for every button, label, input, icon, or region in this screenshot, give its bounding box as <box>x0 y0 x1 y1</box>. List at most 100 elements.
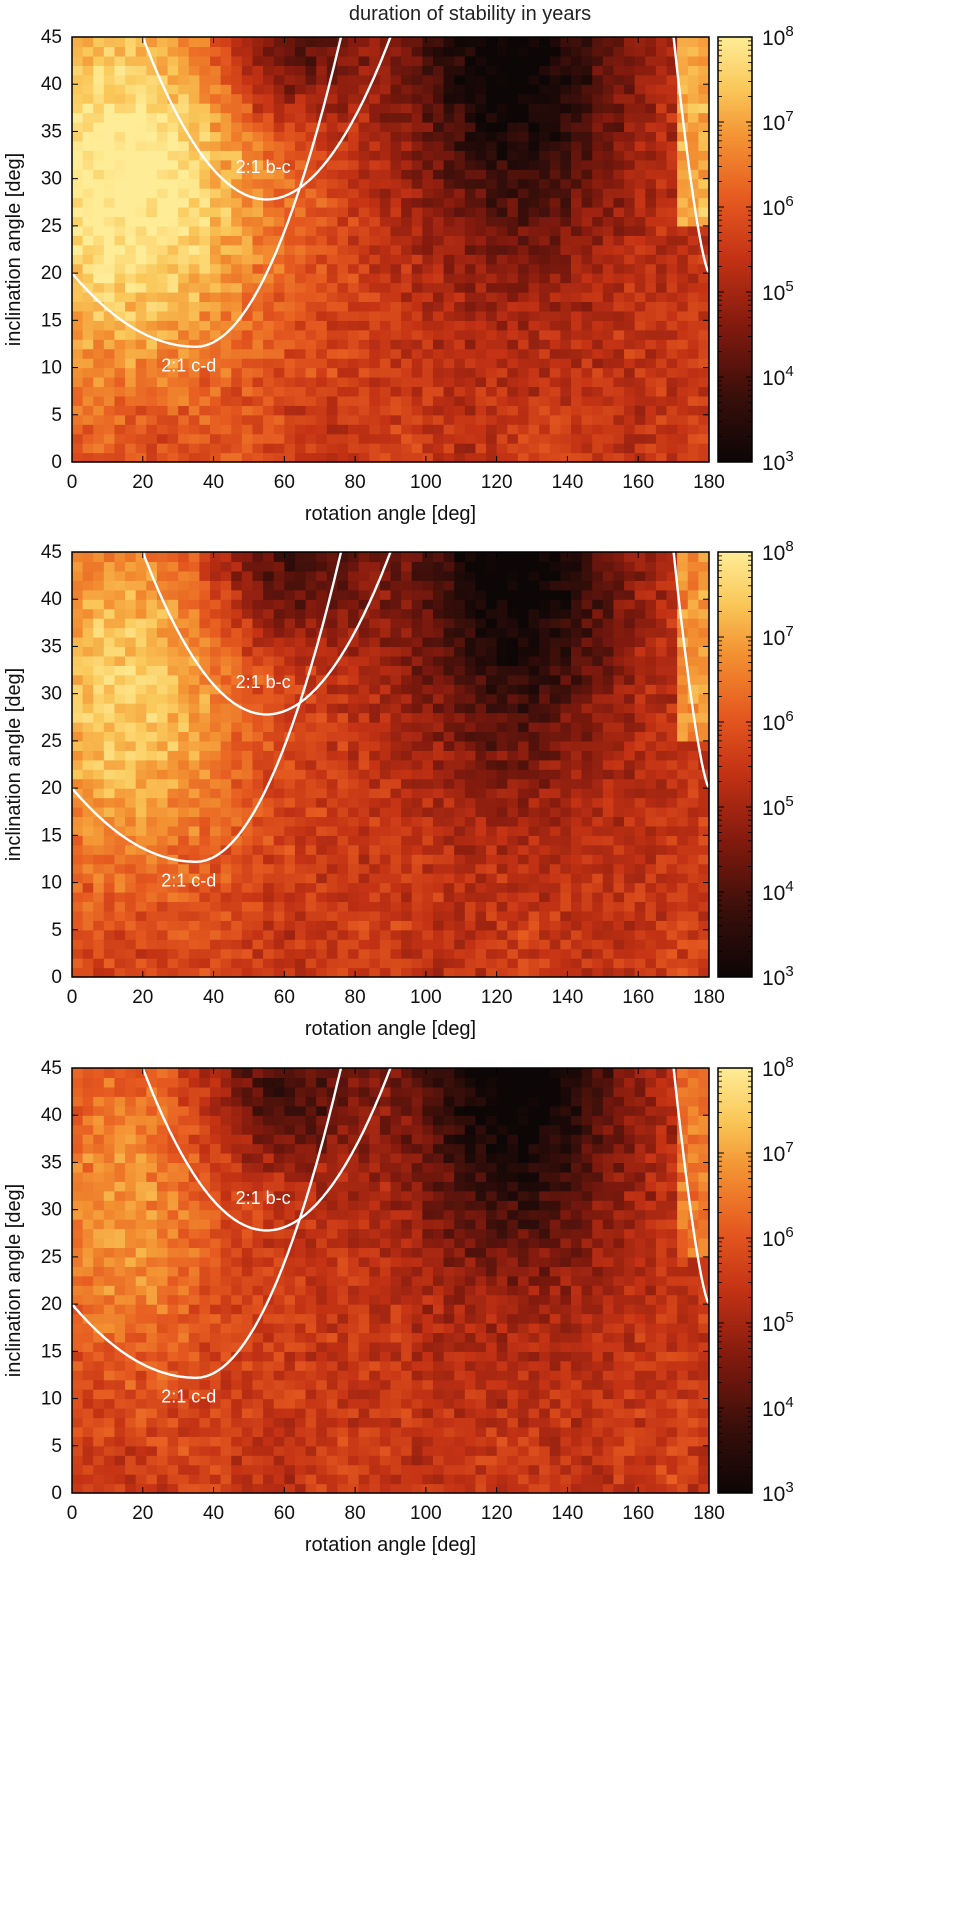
heatmap-cell <box>687 433 699 444</box>
heatmap-cell <box>422 797 434 808</box>
heatmap-cell <box>93 769 105 780</box>
heatmap-cell <box>167 329 179 340</box>
heatmap-cell <box>517 339 530 350</box>
heatmap-cell <box>496 797 508 808</box>
heatmap-cell <box>103 443 116 454</box>
heatmap-cell <box>369 589 381 600</box>
heatmap-cell <box>263 131 275 142</box>
heatmap-cell <box>316 197 328 208</box>
heatmap-cell <box>432 778 445 789</box>
heatmap-cell <box>146 273 158 284</box>
heatmap-cell <box>220 235 232 246</box>
heatmap-cell <box>507 778 519 789</box>
heatmap-cell <box>273 103 285 114</box>
heatmap-cell <box>125 112 137 123</box>
heatmap-cell <box>252 759 264 770</box>
heatmap-cell <box>422 920 434 931</box>
heatmap-cell <box>645 169 657 180</box>
heatmap-cell <box>146 703 158 714</box>
heatmap-cell <box>72 778 84 789</box>
colorbar-tick-label: 108 <box>762 23 794 50</box>
heatmap-cell <box>454 854 466 865</box>
heatmap-cell <box>528 618 540 629</box>
heatmap-cell <box>273 273 285 284</box>
heatmap-cell <box>188 131 200 142</box>
heatmap-cell <box>273 188 285 199</box>
heatmap-cell <box>432 273 445 284</box>
heatmap-cell <box>93 263 105 274</box>
heatmap-cell <box>411 159 423 170</box>
heatmap-cell <box>570 188 583 199</box>
heatmap-cell <box>114 599 126 610</box>
heatmap-cell <box>369 570 381 581</box>
heatmap-cell <box>72 433 84 444</box>
heatmap-cell <box>475 797 487 808</box>
heatmap-cell <box>549 424 561 435</box>
heatmap-cell <box>273 703 285 714</box>
heatmap-cell <box>655 178 668 189</box>
heatmap-cell <box>93 580 105 591</box>
heatmap-cell <box>114 159 126 170</box>
heatmap-cell <box>613 37 625 48</box>
heatmap-cell <box>125 367 137 378</box>
heatmap-cell <box>687 348 699 359</box>
heatmap-cell <box>443 37 455 48</box>
heatmap-cell <box>645 188 657 199</box>
heatmap-cell <box>624 84 636 95</box>
heatmap-cell <box>390 169 402 180</box>
heatmap-cell <box>93 414 105 425</box>
heatmap-cell <box>273 816 285 827</box>
heatmap-cell <box>72 684 84 695</box>
heatmap-cell <box>422 348 434 359</box>
heatmap-cell <box>337 844 349 855</box>
heatmap-cell <box>645 122 657 133</box>
heatmap-cell <box>294 140 307 151</box>
heatmap-cell <box>82 580 94 591</box>
heatmap-cell <box>284 618 296 629</box>
heatmap-cell <box>210 377 222 388</box>
heatmap-cell <box>507 443 519 454</box>
heatmap-cell <box>135 570 147 581</box>
heatmap-cell <box>82 835 94 846</box>
heatmap-cell <box>411 703 423 714</box>
heatmap-cell <box>634 405 646 416</box>
heatmap-cell <box>241 103 254 114</box>
heatmap-cell <box>294 580 307 591</box>
heatmap-cell <box>188 103 200 114</box>
heatmap-cell <box>464 395 477 406</box>
heatmap-cell <box>411 552 423 563</box>
heatmap-cell <box>252 273 264 284</box>
heatmap-cell <box>496 788 508 799</box>
heatmap-cell <box>220 405 232 416</box>
heatmap-cell <box>82 329 94 340</box>
heatmap-cell <box>167 150 179 161</box>
heatmap-cell <box>220 292 232 303</box>
heatmap-cell <box>390 750 402 761</box>
heatmap-cell <box>379 722 392 733</box>
heatmap-cell <box>178 570 190 581</box>
heatmap-cell <box>199 646 211 657</box>
heatmap-cell <box>645 310 657 321</box>
heatmap-cell <box>156 244 169 255</box>
heatmap-cell <box>422 580 434 591</box>
heatmap-cell <box>592 122 604 133</box>
heatmap-cell <box>358 863 370 874</box>
heatmap-cell <box>273 637 285 648</box>
heatmap-cell <box>411 112 423 123</box>
heatmap-cell <box>103 377 116 388</box>
heatmap-cell <box>655 188 668 199</box>
heatmap-cell <box>369 958 381 969</box>
heatmap-cell <box>305 892 317 903</box>
heatmap-cell <box>337 939 349 950</box>
heatmap-cell <box>103 414 116 425</box>
heatmap-cell <box>486 122 498 133</box>
heatmap-cell <box>496 55 508 66</box>
heatmap-cell <box>231 920 243 931</box>
heatmap-cell <box>348 414 360 425</box>
heatmap-cell <box>348 84 360 95</box>
heatmap-cell <box>178 254 190 265</box>
heatmap-cell <box>411 358 423 369</box>
heatmap-cell <box>570 216 583 227</box>
heatmap-cell <box>284 424 296 435</box>
heatmap-cell <box>602 386 615 397</box>
